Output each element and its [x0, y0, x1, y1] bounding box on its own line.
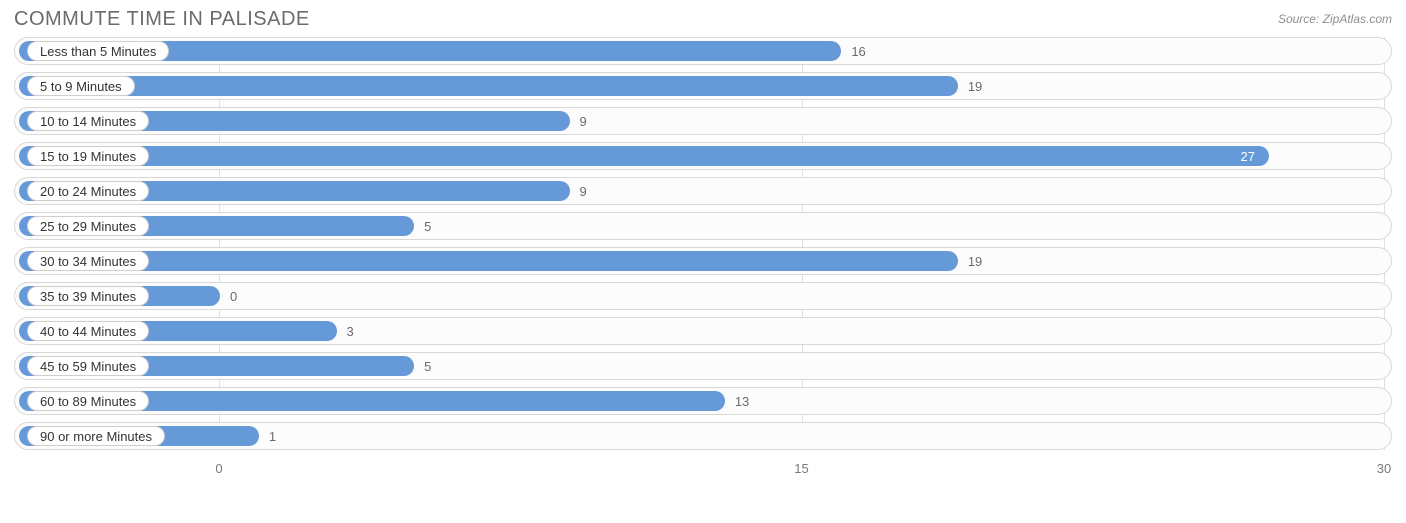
bar-label-pill: 10 to 14 Minutes: [27, 111, 149, 131]
bar-track: 40 to 44 Minutes 3: [14, 317, 1392, 345]
bar-track: 90 or more Minutes 1: [14, 422, 1392, 450]
bar: [19, 76, 958, 96]
bar-track: 60 to 89 Minutes 13: [14, 387, 1392, 415]
bar-value: 1: [269, 423, 276, 449]
bar-value: 5: [424, 353, 431, 379]
bar-track: Less than 5 Minutes 16: [14, 37, 1392, 65]
x-axis-tick: 30: [1377, 461, 1391, 476]
bar-value: 0: [230, 283, 237, 309]
chart-area: Less than 5 Minutes165 to 9 Minutes1910 …: [0, 37, 1406, 450]
bar-track: 10 to 14 Minutes 9: [14, 107, 1392, 135]
bar-label-pill: 15 to 19 Minutes: [27, 146, 149, 166]
bar-label-pill: 90 or more Minutes: [27, 426, 165, 446]
bar-label-pill: 60 to 89 Minutes: [27, 391, 149, 411]
bar: [19, 251, 958, 271]
bar-label-pill: 45 to 59 Minutes: [27, 356, 149, 376]
x-axis-tick: 15: [794, 461, 808, 476]
bar-track: 35 to 39 Minutes 0: [14, 282, 1392, 310]
bar-track: 5 to 9 Minutes 19: [14, 72, 1392, 100]
bar-label-pill: Less than 5 Minutes: [27, 41, 169, 61]
bar-label-pill: 30 to 34 Minutes: [27, 251, 149, 271]
bar-value: 5: [424, 213, 431, 239]
x-axis-tick: 0: [215, 461, 222, 476]
x-axis: 0 15 30: [14, 457, 1392, 487]
chart-source: Source: ZipAtlas.com: [1278, 8, 1392, 26]
bar-track: 45 to 59 Minutes 5: [14, 352, 1392, 380]
bar: [19, 146, 1269, 166]
bar-track: 25 to 29 Minutes 5: [14, 212, 1392, 240]
bar-value: 19: [968, 248, 982, 274]
bar-track: 20 to 24 Minutes 9: [14, 177, 1392, 205]
bar-label-pill: 40 to 44 Minutes: [27, 321, 149, 341]
bar-value: 3: [347, 318, 354, 344]
bar-value: 9: [580, 178, 587, 204]
bars-container: Less than 5 Minutes165 to 9 Minutes1910 …: [14, 37, 1392, 450]
chart-header: COMMUTE TIME IN PALISADE Source: ZipAtla…: [0, 0, 1406, 37]
bar-value: 16: [851, 38, 865, 64]
bar-value: 9: [580, 108, 587, 134]
bar-label-pill: 5 to 9 Minutes: [27, 76, 135, 96]
bar-value: 13: [735, 388, 749, 414]
bar-track: 30 to 34 Minutes 19: [14, 247, 1392, 275]
bar-label-pill: 25 to 29 Minutes: [27, 216, 149, 236]
bar-value: 19: [968, 73, 982, 99]
bar-label-pill: 35 to 39 Minutes: [27, 286, 149, 306]
bar-track: 15 to 19 Minutes 27: [14, 142, 1392, 170]
bar-label-pill: 20 to 24 Minutes: [27, 181, 149, 201]
bar-value: 27: [1241, 143, 1255, 169]
chart-title: COMMUTE TIME IN PALISADE: [14, 8, 310, 31]
